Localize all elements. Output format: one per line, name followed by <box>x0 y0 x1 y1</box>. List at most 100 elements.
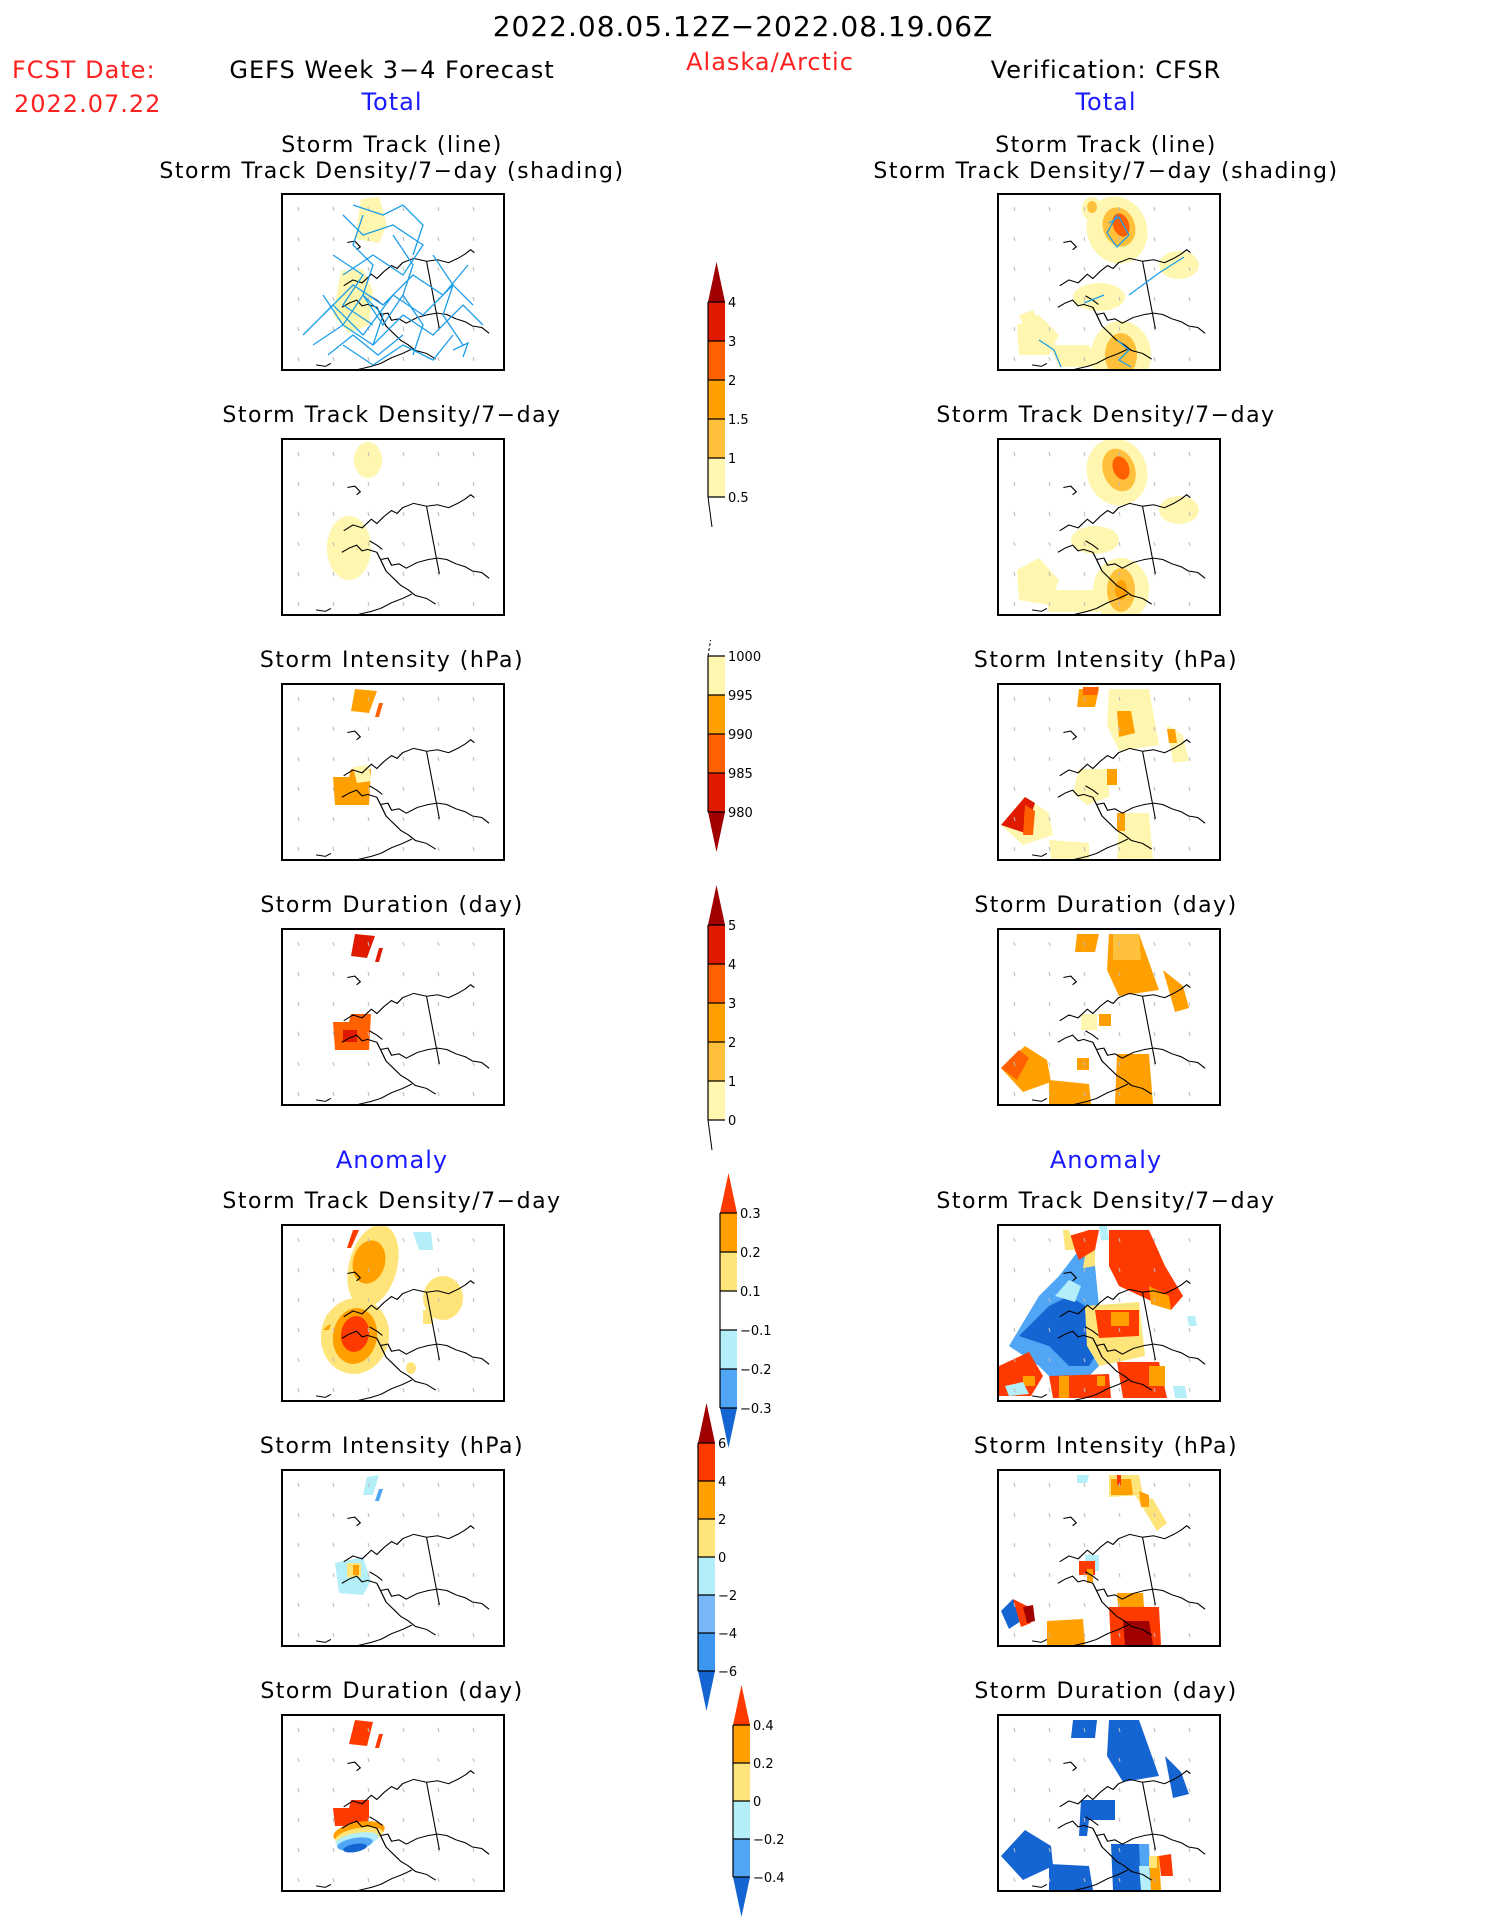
colorbar-segment <box>720 1330 737 1369</box>
border-line <box>425 506 440 574</box>
colorbar-segment <box>708 656 725 695</box>
shading-cell <box>1111 1844 1143 1890</box>
map-left-intensity-anomaly <box>281 1469 505 1647</box>
shading-cell <box>351 689 377 713</box>
shading-cell <box>1159 1854 1173 1876</box>
colorbar-tick-label: −0.4 <box>753 1871 785 1886</box>
colorbar-segment <box>733 1839 750 1877</box>
shading-cell <box>375 703 383 717</box>
border-line <box>425 261 440 329</box>
colorbar-tick-label: 0 <box>718 1551 726 1566</box>
shading-cell <box>1163 970 1189 1012</box>
left-panel-4-title: Storm Duration (day) <box>260 893 524 918</box>
shading-cell <box>1063 1230 1075 1250</box>
map-density-anom-fcst <box>297 1226 490 1400</box>
shading-cell <box>1019 310 1043 337</box>
shading-cell <box>1081 1014 1097 1030</box>
shading-cell <box>1109 1230 1183 1310</box>
shading-cell <box>1049 345 1099 367</box>
shading-cell <box>1083 1250 1095 1268</box>
colorbar-extend-top <box>708 885 725 925</box>
shading-cell <box>1115 1054 1153 1104</box>
right-panel-7-title: Storm Duration (day) <box>974 1679 1238 1704</box>
colorbar-segment <box>708 419 725 458</box>
colorbar-tick-label: 980 <box>728 806 753 821</box>
colorbar-segment <box>708 925 725 964</box>
storm-track-line <box>392 234 424 356</box>
coastline <box>1031 1761 1206 1890</box>
coastline <box>315 975 490 1104</box>
map-intensity-anom-obs <box>1001 1475 1206 1645</box>
shading-cell <box>1117 711 1135 737</box>
colorbar-tick-label: 1000 <box>728 650 761 665</box>
colorbar-segment <box>708 302 725 341</box>
shading-blob <box>1159 251 1199 279</box>
colorbar-extend-top <box>720 1173 737 1213</box>
colorbar-segment <box>698 1557 715 1595</box>
colorbar-segment <box>708 1003 725 1042</box>
colorbar-density-anomaly: 0.3 0.2 0.1 −0.1 −0.2 −0.3 <box>719 1173 772 1448</box>
storm-track-line <box>352 204 424 256</box>
map-left-intensity <box>281 683 505 861</box>
shading-cell <box>1107 1720 1159 1782</box>
shading-cell <box>413 1232 433 1250</box>
shading-cell <box>1149 1856 1157 1868</box>
colorbar-tick-label: 995 <box>728 689 753 704</box>
shading-cell <box>1099 1226 1109 1240</box>
fcst-date-value: 2022.07.22 <box>14 90 162 118</box>
shading-cell <box>1139 1491 1149 1507</box>
border-line <box>425 996 440 1064</box>
colorbar-segment <box>708 458 725 497</box>
colorbar-segment <box>708 734 725 773</box>
shading-blob <box>354 442 382 478</box>
forecast-title: GEFS Week 3−4 Forecast <box>229 56 555 84</box>
shading-cell <box>1083 687 1099 695</box>
left-panel-1-title-line2: Storm Track Density/7−day (shading) <box>159 159 625 184</box>
shading-blob <box>1112 213 1130 237</box>
shading-blob <box>343 1843 367 1853</box>
colorbar-segment <box>708 1081 725 1120</box>
map-duration-anom-fcst <box>297 1720 490 1890</box>
colorbar-tick-label: 0 <box>753 1795 761 1810</box>
map-intensity-anom-fcst <box>297 1475 490 1645</box>
map-duration-fcst <box>297 934 490 1104</box>
coastline <box>1031 1271 1206 1400</box>
shading-cell <box>1023 1376 1035 1386</box>
storm-track-line <box>332 254 374 326</box>
shading-cell <box>1055 1280 1081 1302</box>
left-panel-7-title: Storm Duration (day) <box>260 1679 524 1704</box>
border-line <box>425 1537 440 1605</box>
colorbar-segment <box>720 1369 737 1408</box>
shading-cell <box>1139 1866 1151 1890</box>
shading-cell <box>1049 1864 1093 1890</box>
coastline <box>315 1516 490 1645</box>
shading-blob <box>1112 456 1130 480</box>
left-total-label: Total <box>361 88 423 116</box>
colorbar-duration-total: 5 4 3 2 1 0 <box>707 885 736 1151</box>
colorbar-segment <box>708 773 725 812</box>
shading-cell <box>1113 934 1141 960</box>
colorbar-tick-label: 0.2 <box>753 1757 774 1772</box>
colorbar-density-total: 4 3 2 1.5 1 0.5 <box>707 262 749 528</box>
shading-blob <box>423 1276 463 1320</box>
shading-layer <box>333 689 383 805</box>
right-panel-6-title: Storm Intensity (hPa) <box>973 1434 1239 1459</box>
coastline <box>1031 240 1206 369</box>
colorbar-tick-label: 990 <box>728 728 753 743</box>
border-line <box>1141 1782 1156 1850</box>
map-right-density <box>997 438 1221 616</box>
colorbar-segment <box>708 964 725 1003</box>
colorbar-tick-label: 0.3 <box>740 1207 761 1222</box>
colorbar-intensity-total: 1000 995 990 985 980 <box>707 640 761 852</box>
map-track-obs <box>1013 196 1206 369</box>
right-panel-2-title: Storm Track Density/7−day <box>936 403 1276 428</box>
border-line <box>1141 261 1156 329</box>
map-left-track <box>281 193 505 371</box>
shading-cell <box>1047 1619 1085 1645</box>
colorbar-tick-label: 6 <box>718 1437 726 1452</box>
colorbar-segment <box>708 341 725 380</box>
colorbar-segment <box>698 1443 715 1481</box>
shading-layer <box>1017 196 1199 369</box>
colorbar-extend-bottom <box>733 1877 750 1917</box>
colorbar-segment <box>720 1291 737 1330</box>
